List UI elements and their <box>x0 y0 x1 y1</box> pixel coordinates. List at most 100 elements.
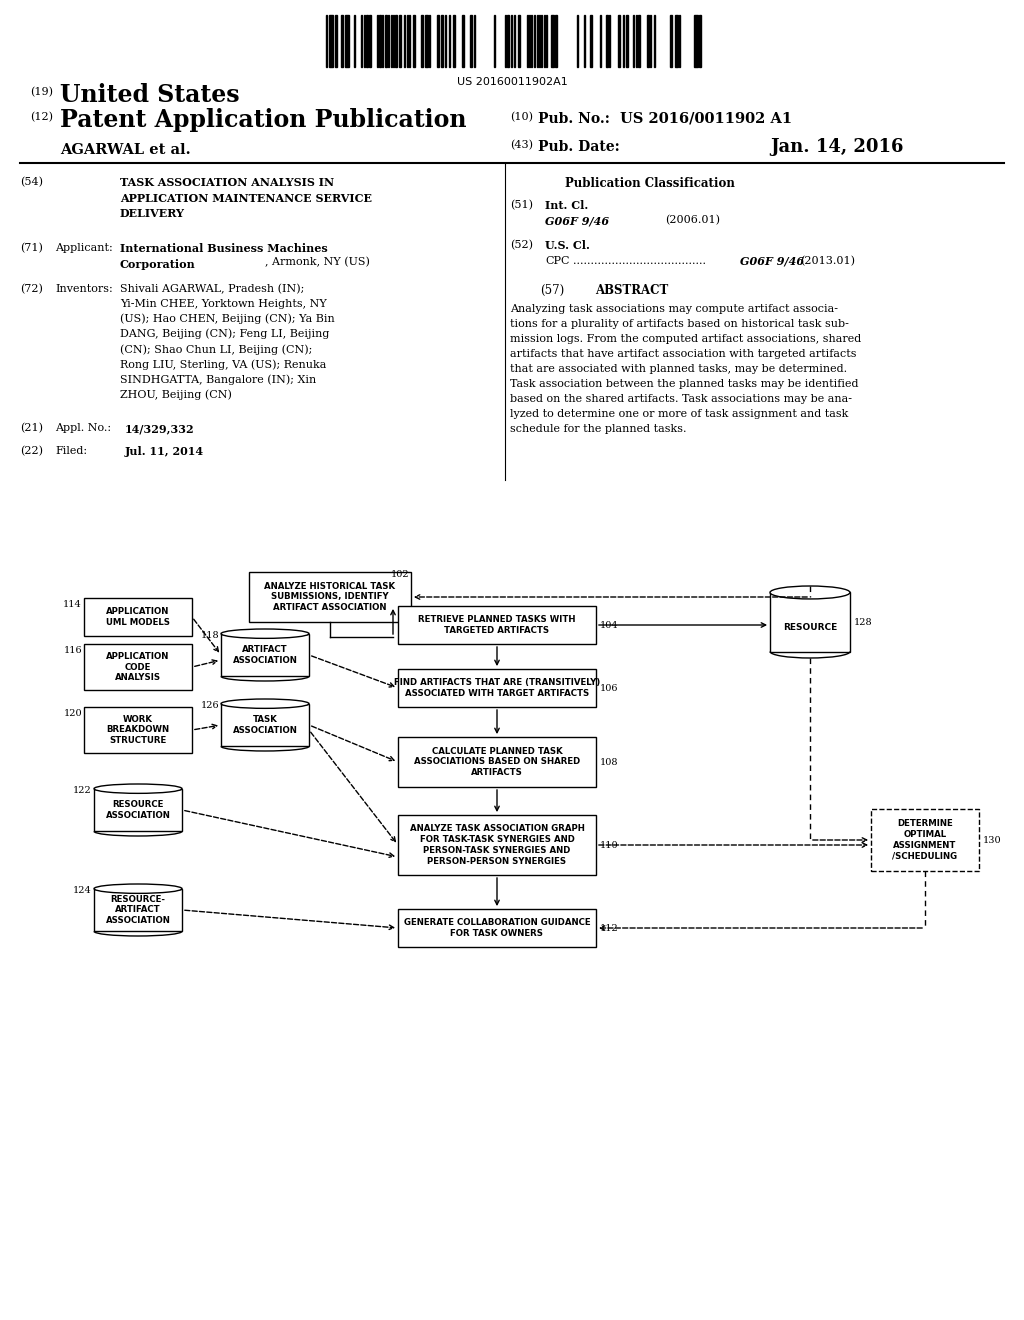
Text: Pub. Date:: Pub. Date: <box>538 140 620 154</box>
Bar <box>647 15 649 67</box>
Text: DETERMINE
OPTIMAL
ASSIGNMENT
/SCHEDULING: DETERMINE OPTIMAL ASSIGNMENT /SCHEDULING <box>893 820 957 861</box>
Bar <box>606 15 608 67</box>
Bar <box>425 15 428 67</box>
Text: , Armonk, NY (US): , Armonk, NY (US) <box>265 257 370 268</box>
Bar <box>94 888 182 932</box>
Bar <box>413 15 415 67</box>
Text: GENERATE COLLABORATION GUIDANCE
FOR TASK OWNERS: GENERATE COLLABORATION GUIDANCE FOR TASK… <box>403 919 590 939</box>
Bar <box>638 15 640 67</box>
Text: APPLICATION
CODE
ANALYSIS: APPLICATION CODE ANALYSIS <box>106 652 170 682</box>
Text: (54): (54) <box>20 177 43 187</box>
Text: Appl. No.:: Appl. No.: <box>55 422 112 433</box>
Text: US 20160011902A1: US 20160011902A1 <box>457 77 567 87</box>
Text: Jul. 11, 2014: Jul. 11, 2014 <box>125 446 204 457</box>
Text: G06F 9/46: G06F 9/46 <box>740 256 804 267</box>
Bar <box>590 15 592 67</box>
Bar <box>398 909 596 946</box>
Text: US 2016/0011902 A1: US 2016/0011902 A1 <box>620 112 793 125</box>
Bar <box>453 15 455 67</box>
Text: ABSTRACT: ABSTRACT <box>595 284 669 297</box>
Bar <box>470 15 472 67</box>
Text: 106: 106 <box>600 684 618 693</box>
Bar <box>551 15 554 67</box>
Text: 114: 114 <box>63 601 82 609</box>
Ellipse shape <box>94 884 182 894</box>
Text: ANALYZE TASK ASSOCIATION GRAPH
FOR TASK-TASK SYNERGIES AND
PERSON-TASK SYNERGIES: ANALYZE TASK ASSOCIATION GRAPH FOR TASK-… <box>410 825 585 866</box>
Text: 112: 112 <box>600 924 618 933</box>
Text: (57): (57) <box>540 284 564 297</box>
Text: Analyzing task associations may compute artifact associa-
tions for a plurality : Analyzing task associations may compute … <box>510 304 861 434</box>
Text: (10): (10) <box>510 112 534 123</box>
Text: TASK
ASSOCIATION: TASK ASSOCIATION <box>232 715 297 735</box>
Text: (43): (43) <box>510 140 534 150</box>
Text: G06F 9/46: G06F 9/46 <box>545 215 609 226</box>
Bar <box>345 15 349 67</box>
Bar <box>421 15 423 67</box>
Text: 14/329,332: 14/329,332 <box>125 422 195 434</box>
Bar <box>437 15 439 67</box>
Bar <box>366 15 368 67</box>
Bar <box>670 15 672 67</box>
Text: (71): (71) <box>20 243 43 253</box>
Text: 102: 102 <box>390 570 409 579</box>
Text: Shivali AGARWAL, Pradesh (IN);
Yi-Min CHEE, Yorktown Heights, NY
(US); Hao CHEN,: Shivali AGARWAL, Pradesh (IN); Yi-Min CH… <box>120 284 335 400</box>
Text: AGARWAL et al.: AGARWAL et al. <box>60 143 190 157</box>
Bar <box>221 634 309 676</box>
Bar <box>84 708 193 752</box>
Bar <box>770 593 850 652</box>
Text: RESOURCE-
ARTIFACT
ASSOCIATION: RESOURCE- ARTIFACT ASSOCIATION <box>105 895 170 925</box>
Text: ANALYZE HISTORICAL TASK
SUBMISSIONS, IDENTIFY
ARTIFACT ASSOCIATION: ANALYZE HISTORICAL TASK SUBMISSIONS, IDE… <box>264 582 395 612</box>
Text: Inventors:: Inventors: <box>55 284 113 294</box>
Bar <box>221 704 309 746</box>
Text: ARTIFACT
ASSOCIATION: ARTIFACT ASSOCIATION <box>232 645 297 665</box>
Bar <box>398 814 596 875</box>
Bar <box>385 15 387 67</box>
Text: (2013.01): (2013.01) <box>800 256 855 267</box>
Bar <box>335 15 337 67</box>
Text: APPLICATION
UML MODELS: APPLICATION UML MODELS <box>106 607 170 627</box>
Bar <box>399 15 401 67</box>
Text: U.S. Cl.: U.S. Cl. <box>545 240 590 251</box>
Ellipse shape <box>221 630 309 639</box>
Text: 122: 122 <box>74 785 92 795</box>
Bar <box>398 737 596 787</box>
Text: RETRIEVE PLANNED TASKS WITH
TARGETED ARTIFACTS: RETRIEVE PLANNED TASKS WITH TARGETED ART… <box>418 615 575 635</box>
Bar <box>249 572 411 622</box>
Bar <box>84 598 193 636</box>
Text: 128: 128 <box>854 618 872 627</box>
Text: 126: 126 <box>201 701 219 710</box>
Bar <box>398 669 596 708</box>
Bar <box>329 15 333 67</box>
Text: Patent Application Publication: Patent Application Publication <box>60 108 467 132</box>
Text: (12): (12) <box>30 112 53 123</box>
Bar <box>871 809 979 871</box>
Text: (21): (21) <box>20 422 43 433</box>
Text: 124: 124 <box>74 886 92 895</box>
Bar <box>626 15 628 67</box>
Text: 108: 108 <box>600 758 618 767</box>
Text: ......................................: ...................................... <box>573 256 706 267</box>
Text: Publication Classification: Publication Classification <box>565 177 735 190</box>
Bar <box>507 15 509 67</box>
Ellipse shape <box>770 586 850 599</box>
Text: 104: 104 <box>600 620 618 630</box>
Text: CPC: CPC <box>545 256 569 267</box>
Text: WORK
BREAKDOWN
STRUCTURE: WORK BREAKDOWN STRUCTURE <box>106 714 170 746</box>
Text: 110: 110 <box>600 841 618 850</box>
Ellipse shape <box>221 700 309 709</box>
Bar <box>369 15 371 67</box>
Text: Applicant:: Applicant: <box>55 243 113 253</box>
Text: Jan. 14, 2016: Jan. 14, 2016 <box>770 139 903 156</box>
Text: 118: 118 <box>201 631 219 640</box>
Text: (22): (22) <box>20 446 43 457</box>
Bar <box>379 15 381 67</box>
Text: Int. Cl.: Int. Cl. <box>545 201 588 211</box>
Text: (51): (51) <box>510 201 534 210</box>
Ellipse shape <box>94 784 182 793</box>
Text: 116: 116 <box>63 645 82 655</box>
Bar <box>341 15 343 67</box>
Bar <box>395 15 397 67</box>
Bar <box>441 15 443 67</box>
Bar <box>398 606 596 644</box>
Text: United States: United States <box>60 83 240 107</box>
